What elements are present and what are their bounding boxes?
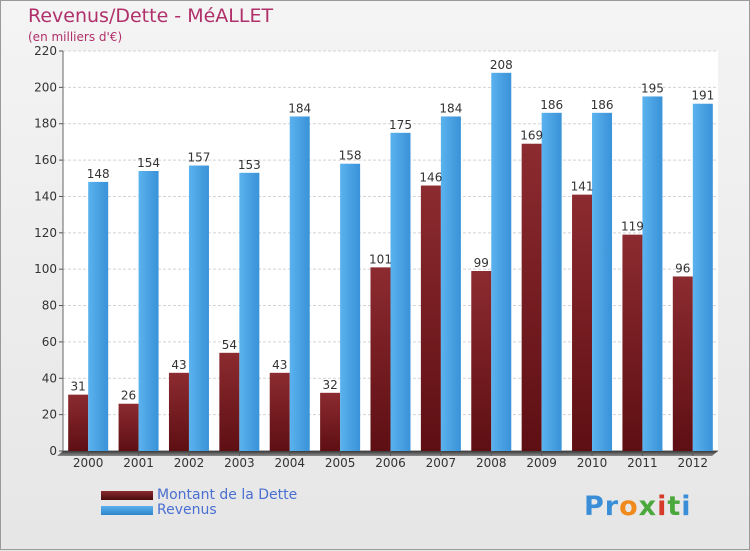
y-tick-label: 0 <box>49 444 57 458</box>
x-tick-label: 2008 <box>476 456 507 470</box>
data-label-debt: 43 <box>171 358 186 372</box>
data-label-debt: 43 <box>272 358 287 372</box>
bar-revenue <box>692 103 713 452</box>
bar-revenue <box>88 181 109 451</box>
legend-item-debt: Montant de la Dette <box>101 487 297 503</box>
x-tick-label: 2009 <box>526 456 557 470</box>
y-tick-label: 60 <box>42 335 57 349</box>
y-tick-label: 220 <box>34 44 57 58</box>
y-tick-label: 40 <box>42 371 57 385</box>
proxiti-logo: Proxiti <box>584 491 692 522</box>
bar-debt <box>370 267 391 451</box>
chart-title: Revenus/Dette - MéALLET <box>28 5 274 27</box>
data-label-revenue: 191 <box>691 89 714 103</box>
data-label-debt: 101 <box>369 252 392 266</box>
data-label-debt: 54 <box>222 338 237 352</box>
data-label-debt: 169 <box>520 129 543 143</box>
x-tick-label: 2000 <box>73 456 104 470</box>
data-label-revenue: 208 <box>490 58 513 72</box>
y-tick-label: 20 <box>42 408 57 422</box>
bar-revenue <box>239 172 260 451</box>
bar-debt <box>471 271 492 451</box>
data-label-debt: 31 <box>71 380 86 394</box>
legend-label-revenue: Revenus <box>157 502 217 518</box>
y-tick-label: 160 <box>34 153 57 167</box>
legend-label-debt: Montant de la Dette <box>157 487 298 503</box>
x-tick-label: 2002 <box>174 456 205 470</box>
data-label-debt: 146 <box>419 171 442 185</box>
bar-debt <box>622 234 643 451</box>
bar-debt <box>521 143 542 451</box>
data-label-revenue: 158 <box>339 149 362 163</box>
data-label-debt: 141 <box>571 180 594 194</box>
bar-revenue <box>642 96 663 452</box>
bar-debt <box>219 352 240 451</box>
data-label-revenue: 184 <box>288 101 311 115</box>
bar-debt <box>168 372 189 451</box>
chart-subtitle: (en milliers d'€) <box>28 30 123 44</box>
data-label-revenue: 195 <box>641 81 664 95</box>
x-tick-label: 2007 <box>426 456 457 470</box>
data-label-revenue: 175 <box>389 118 412 132</box>
bar-revenue <box>289 116 310 452</box>
x-tick-label: 2003 <box>224 456 255 470</box>
data-label-revenue: 186 <box>540 98 563 112</box>
y-tick-label: 140 <box>34 189 57 203</box>
data-label-debt: 26 <box>121 389 136 403</box>
bar-debt <box>269 372 290 451</box>
bar-debt <box>68 394 89 451</box>
x-tick-label: 2006 <box>375 456 406 470</box>
legend-swatch-revenue <box>101 505 153 515</box>
x-tick-label: 2004 <box>274 456 305 470</box>
x-tick-label: 2001 <box>123 456 154 470</box>
bar-debt <box>572 194 593 452</box>
data-label-revenue: 154 <box>137 156 160 170</box>
y-tick-label: 180 <box>34 117 57 131</box>
data-label-revenue: 157 <box>188 151 211 165</box>
bar-revenue <box>188 165 209 451</box>
bar-debt <box>320 392 341 451</box>
bar-revenue <box>340 163 361 451</box>
x-tick-label: 2010 <box>577 456 608 470</box>
bar-revenue <box>440 116 461 452</box>
data-label-revenue: 184 <box>439 101 462 115</box>
x-tick-label: 2012 <box>678 456 709 470</box>
axis-floor <box>57 451 718 456</box>
y-tick-label: 80 <box>42 299 57 313</box>
bar-debt <box>420 185 441 451</box>
bar-revenue <box>592 112 613 452</box>
bar-revenue <box>390 132 411 451</box>
bar-revenue <box>491 72 512 452</box>
data-label-debt: 96 <box>675 261 690 275</box>
data-label-revenue: 148 <box>87 167 110 181</box>
bar-debt <box>672 276 693 451</box>
x-tick-label: 2005 <box>325 456 356 470</box>
data-label-debt: 99 <box>474 256 489 270</box>
y-tick-label: 120 <box>34 226 57 240</box>
y-tick-label: 200 <box>34 80 57 94</box>
data-label-revenue: 186 <box>591 98 614 112</box>
legend-item-revenue: Revenus <box>101 502 217 518</box>
bar-revenue <box>138 171 159 451</box>
data-label-debt: 119 <box>621 220 644 234</box>
data-label-revenue: 153 <box>238 158 261 172</box>
bar-debt <box>118 403 139 451</box>
data-label-debt: 32 <box>322 378 337 392</box>
bar-revenue <box>541 112 562 452</box>
y-tick-label: 100 <box>34 262 57 276</box>
x-tick-label: 2011 <box>627 456 658 470</box>
legend-swatch-debt <box>101 490 153 500</box>
